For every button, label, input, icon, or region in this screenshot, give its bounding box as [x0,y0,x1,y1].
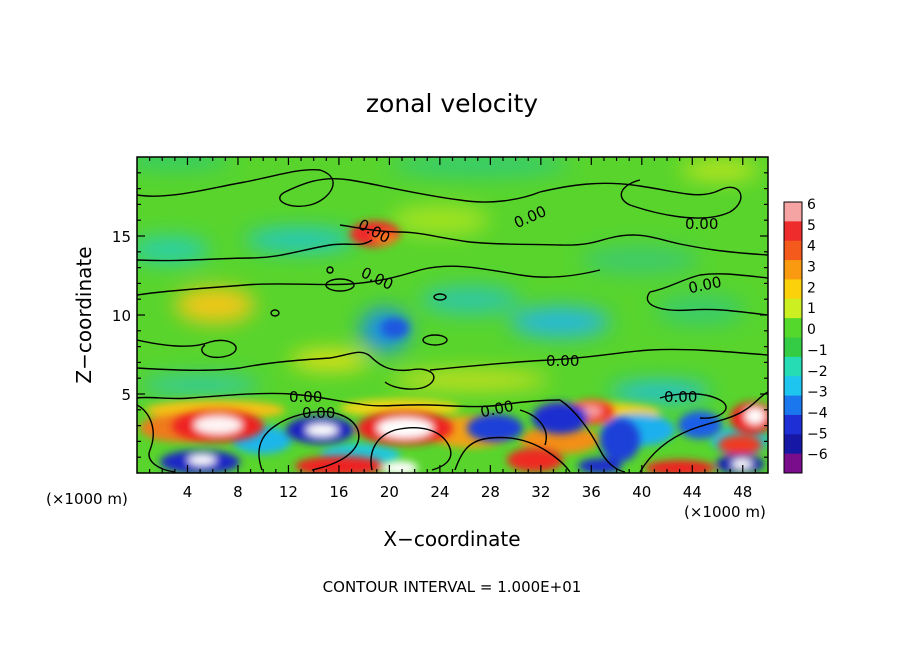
contour-label: 0.00 [546,352,579,370]
colorbar-swatch [784,337,802,358]
colorbar-tick-label: 6 [807,197,816,213]
contour-interval-note: CONTOUR INTERVAL = 1.000E+01 [323,578,582,596]
x-tick-label: 12 [279,483,298,501]
x-tick-label: 4 [183,483,193,501]
colorbar-swatch [784,356,802,377]
contour-line [539,179,742,219]
contour-line [137,265,601,296]
x-axis-label: X−coordinate [383,527,520,551]
contour-line [339,224,768,256]
colorbar-swatch [784,202,802,222]
colorbar: 6 5 4 3 2 1 0 −1 −2 −3 −4 −5 −6 [783,197,828,474]
colorbar-swatch [784,240,802,261]
y-tick-label: 10 [112,307,131,325]
colorbar-tick-label: −4 [807,405,828,421]
contour-line [454,436,571,473]
contour-loop [422,334,448,346]
y-tick-label: 5 [121,386,131,404]
colorbar-swatch [784,376,802,397]
contour-line [137,339,237,359]
x-tick-label: 44 [683,483,702,501]
y-tick-label: 15 [112,228,131,246]
colorbar-tick-label: 5 [807,218,816,234]
colorbar-swatch [784,318,802,338]
heatmap-field [137,157,768,473]
contour-label: 0.00 [685,215,718,233]
contour-loop [325,278,355,292]
x-tick-label: 48 [733,483,752,501]
contour-line [137,239,373,262]
x-tick-label: 16 [329,483,348,501]
x-tick-label: 36 [582,483,601,501]
x-unit-right: (×1000 m) [684,503,766,521]
contour-line [659,393,727,419]
contour-label: 0.00 [289,388,322,406]
x-axis-ticks: 4 8 12 16 20 24 28 32 36 40 44 48 [149,157,756,501]
x-tick-label: 32 [531,483,550,501]
contour-line [137,392,361,405]
contour-line [370,426,452,471]
y-axis-ticks: 5 10 15 [112,172,768,458]
colorbar-swatch [784,395,802,416]
y-axis-label: Z−coordinate [72,246,96,383]
contour-line [429,348,768,371]
colorbar-swatch [784,414,802,435]
colorbar-tick-label: 4 [807,239,816,255]
contour-label: 0.00 [302,404,335,422]
colorbar-swatch [784,221,802,242]
contour-loop [326,266,334,274]
contour-line [559,399,626,473]
x-tick-label: 20 [380,483,399,501]
x-tick-label: 24 [430,483,449,501]
colorbar-tick-label: −6 [807,447,828,463]
colorbar-tick-label: 1 [807,301,816,317]
colorbar-tick-label: −2 [807,364,828,380]
contour-line [639,391,768,473]
colorbar-tick-label: −5 [807,426,828,442]
zero-contours [137,168,768,473]
colorbar-swatch [784,298,802,319]
colorbar-tick-label: 0 [807,322,816,338]
x-tick-label: 28 [481,483,500,501]
colorbar-tick-label: −3 [807,385,828,401]
colorbar-tick-label: 3 [807,260,816,276]
contour-line [137,404,176,473]
contour-line [258,410,360,471]
contour-line [359,399,561,408]
contour-loop [433,293,447,301]
colorbar-frame [783,201,803,474]
chart-title: zonal velocity [366,89,538,118]
field-patches [137,157,760,402]
field-strong-cells [160,221,768,473]
contour-line [646,273,768,316]
contour-loop [270,309,280,317]
contour-line [137,168,541,207]
colorbar-swatch [784,279,802,300]
colorbar-swatch [784,260,802,280]
x-unit-left: (×1000 m) [46,490,128,508]
x-tick-label: 40 [632,483,651,501]
contour-line [519,409,547,446]
colorbar-tick-label: −1 [807,343,828,359]
colorbar-swatch [784,453,802,474]
contour-line [137,351,435,390]
x-tick-label: 8 [233,483,243,501]
colorbar-tick-label: 2 [807,280,816,296]
contour-label: 0.00 [664,388,697,406]
colorbar-swatch [784,434,802,455]
